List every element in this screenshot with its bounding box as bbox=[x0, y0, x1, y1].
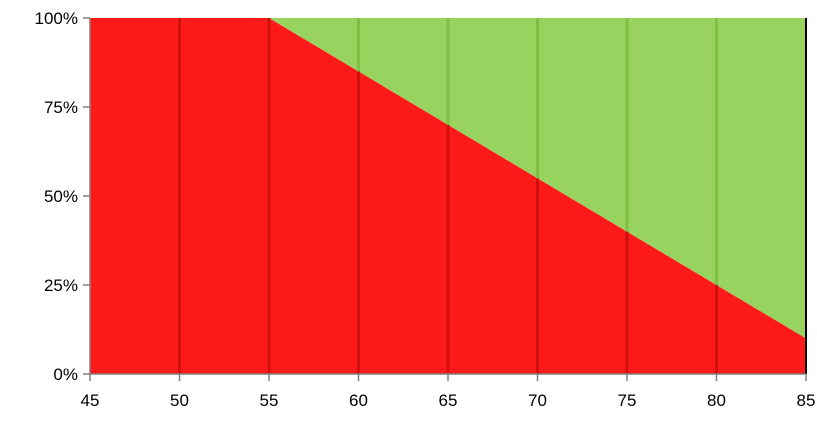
gridline-layer bbox=[178, 18, 718, 374]
x-tick-label-60: 60 bbox=[349, 391, 368, 410]
x-tick-label-65: 65 bbox=[439, 391, 458, 410]
x-tick-label-75: 75 bbox=[618, 391, 637, 410]
x-tick-label-70: 70 bbox=[528, 391, 547, 410]
x-tick-label-50: 50 bbox=[170, 391, 189, 410]
x-tick-label-85: 85 bbox=[797, 391, 816, 410]
y-tick-label-0: 0% bbox=[53, 365, 78, 384]
y-tick-label-25: 25% bbox=[44, 276, 78, 295]
y-tick-label-100: 100% bbox=[35, 9, 78, 28]
x-tick-label-55: 55 bbox=[260, 391, 279, 410]
tick-label-layer: 0% 25% 50% 75% 100% 45 50 55 60 65 70 75 80 85 bbox=[35, 9, 816, 410]
y-tick-label-50: 50% bbox=[44, 187, 78, 206]
x-tick-label-45: 45 bbox=[81, 391, 100, 410]
y-tick-label-75: 75% bbox=[44, 98, 78, 117]
x-tick-label-80: 80 bbox=[707, 391, 726, 410]
axis-layer bbox=[83, 17, 807, 381]
